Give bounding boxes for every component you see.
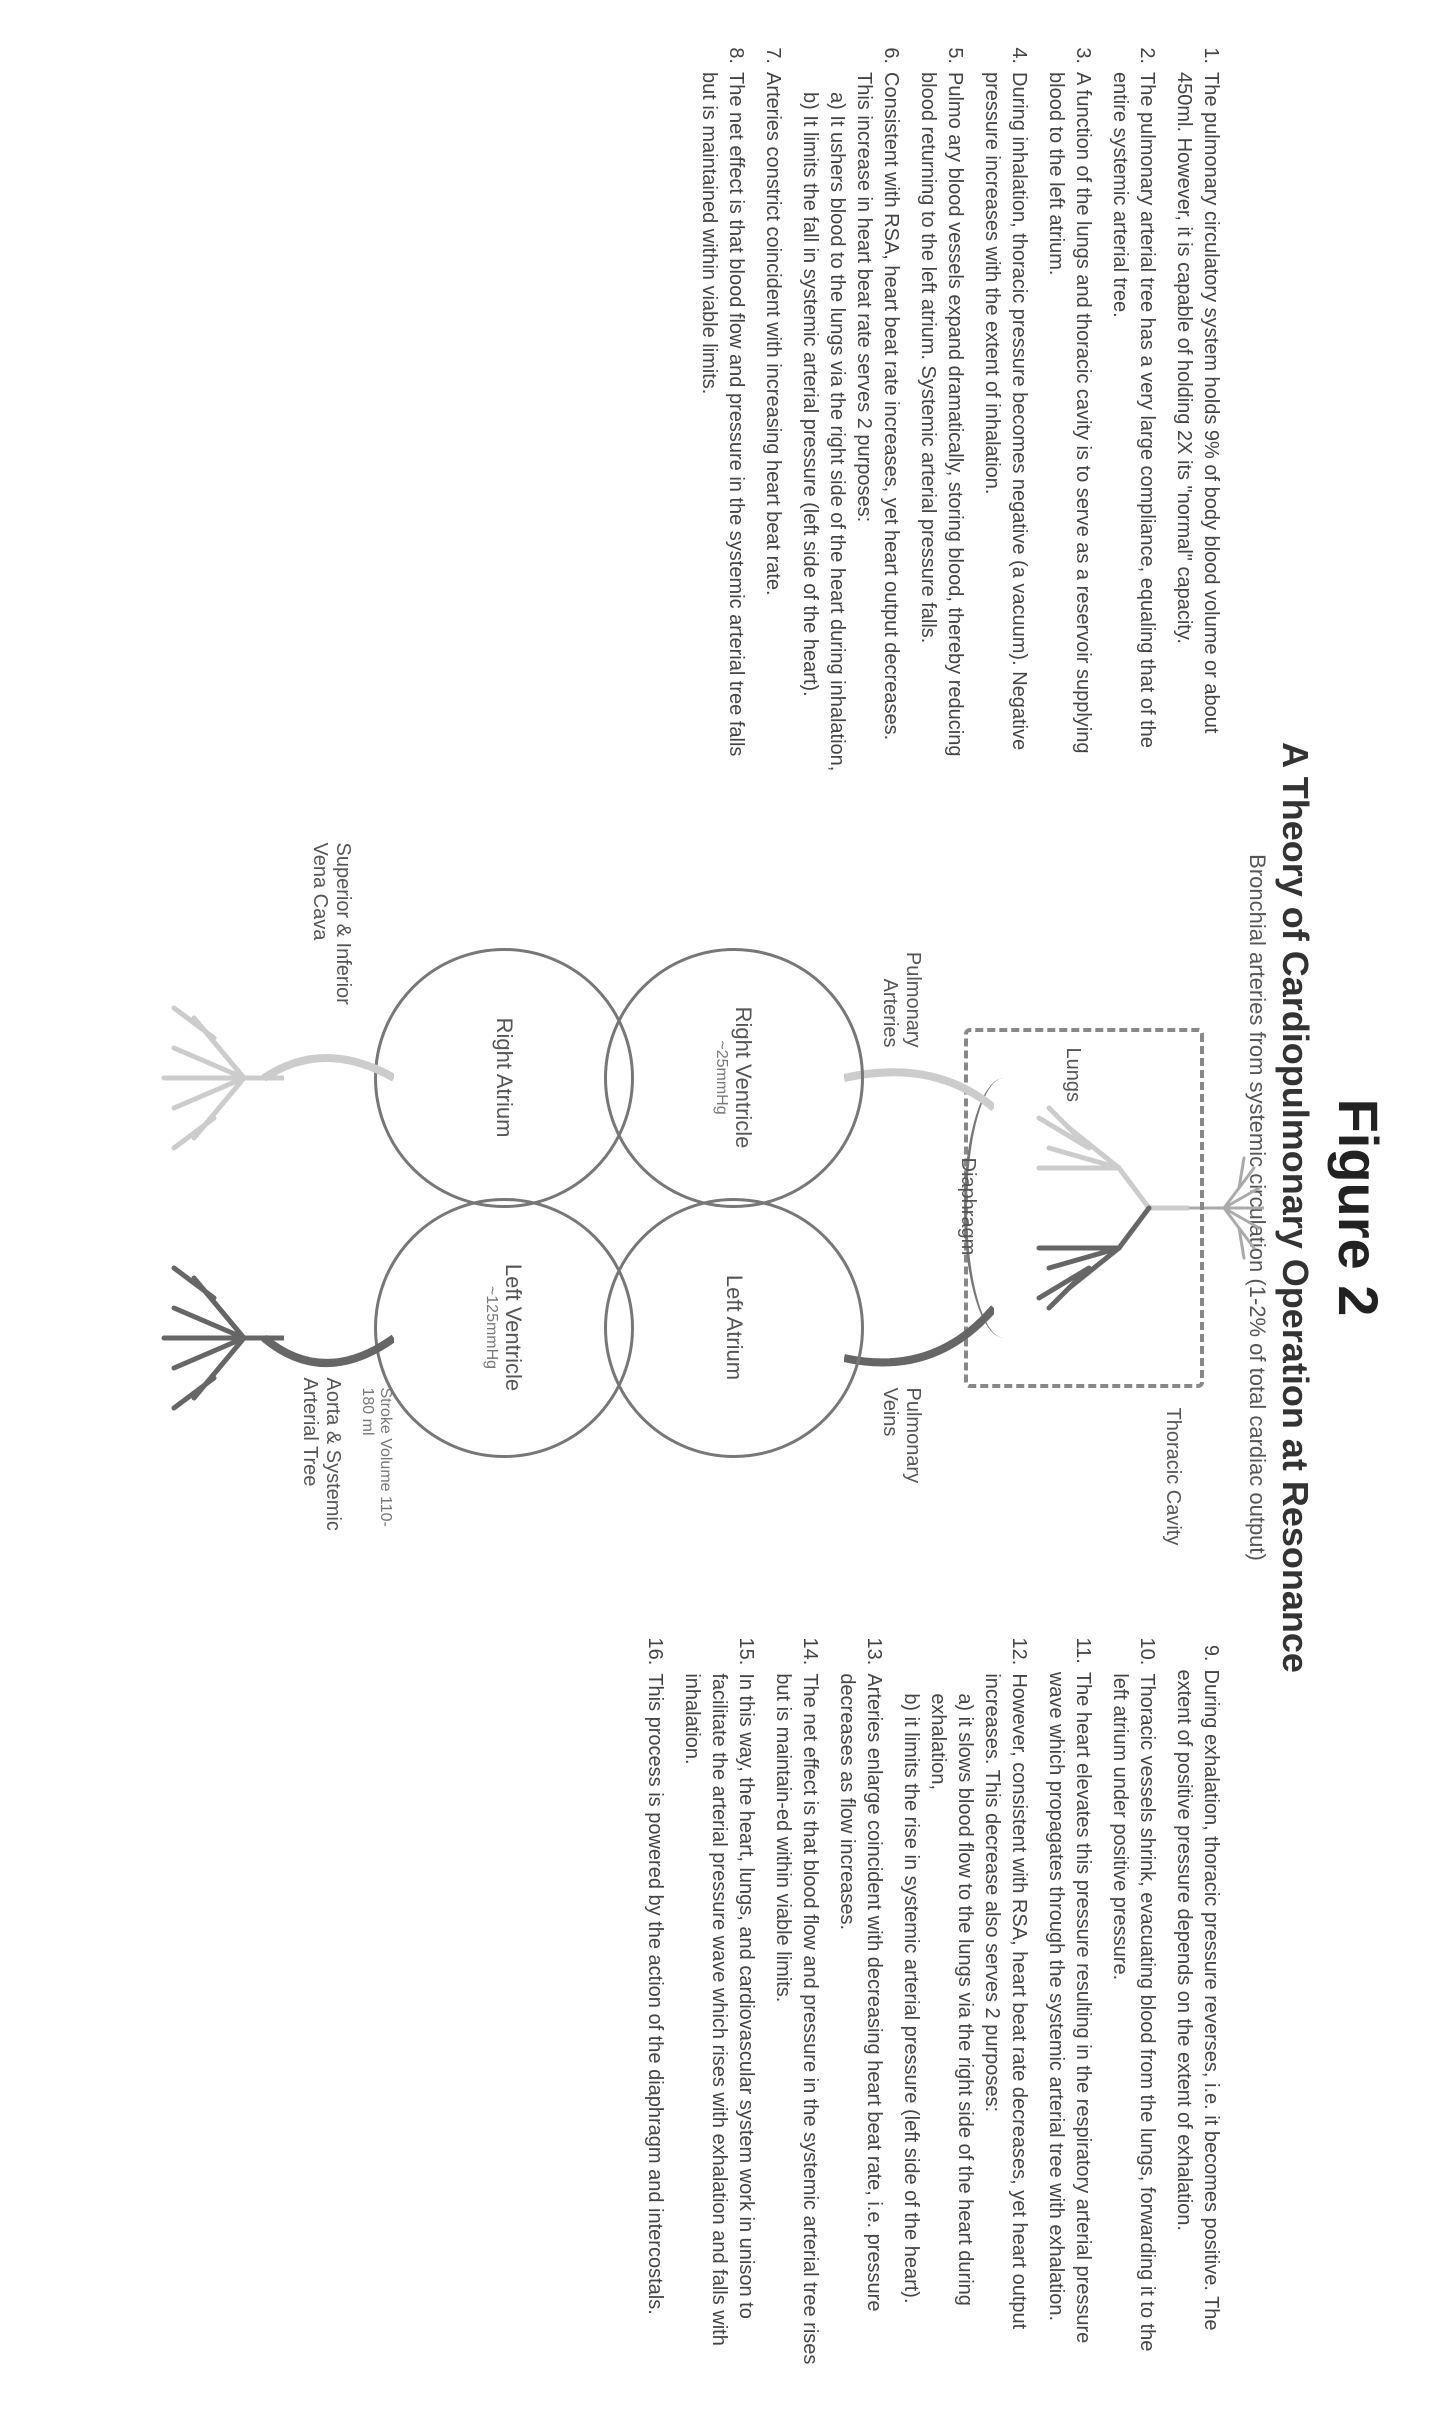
list-item: 4.During inhalation, thoracic pressure b… bbox=[978, 40, 1032, 778]
item-text: In this way, the heart, lungs, and cardi… bbox=[678, 1673, 759, 2375]
item-number: 1. bbox=[1170, 40, 1224, 72]
left-ventricle-circle: Left Ventricle ~125mmHg bbox=[374, 1198, 634, 1458]
item-text: Arteries enlarge coincident with decreas… bbox=[833, 1673, 887, 2375]
figure-number: Figure 2 bbox=[1326, 40, 1391, 2375]
list-item: 10.Thoracic vessels shrink, evacuating b… bbox=[1106, 1638, 1160, 2376]
item-text: The pulmonary circulatory system holds 9… bbox=[1170, 72, 1224, 778]
lungs-label: Lungs bbox=[1061, 1048, 1084, 1103]
item-number: 16. bbox=[641, 1638, 668, 1674]
item-text: Thoracic vessels shrink, evacuating bloo… bbox=[1106, 1673, 1160, 2375]
left-atrium-label: Left Atrium bbox=[721, 1275, 747, 1380]
item-number: 6. bbox=[796, 40, 904, 72]
item-text: This process is powered by the action of… bbox=[641, 1673, 668, 2375]
pulmonary-arteries-label: Pulmonary Arteries bbox=[878, 898, 924, 1048]
item-text: During exhalation, thoracic pressure rev… bbox=[1170, 1670, 1224, 2376]
list-item: 3.A function of the lungs and thoracic c… bbox=[1042, 40, 1096, 778]
item-number: 3. bbox=[1042, 40, 1096, 72]
vena-cava-label: Superior & Inferior Vena Cava bbox=[308, 843, 354, 1043]
lungs-branching-icon bbox=[999, 1068, 1189, 1348]
right-text-column: 9.During exhalation, thoracic pressure r… bbox=[124, 1638, 1224, 2376]
cardiopulmonary-diagram: Lungs Thoracic Cavity Diaphragm Pulmonar… bbox=[124, 798, 1224, 1618]
item-number: 10. bbox=[1106, 1638, 1160, 1674]
item-text: Consistent with RSA, heart beat rate inc… bbox=[796, 72, 904, 778]
item-text: During inhalation, thoracic pressure bec… bbox=[978, 72, 1032, 778]
right-atrium-circle: Right Atrium bbox=[374, 948, 634, 1208]
item-number: 2. bbox=[1106, 40, 1160, 72]
list-item: 14.The net effect is that blood flow and… bbox=[769, 1638, 823, 2376]
item-number: 11. bbox=[1042, 1638, 1096, 1672]
pulmonary-artery-line-icon bbox=[844, 1048, 994, 1168]
right-atrium-label: Right Atrium bbox=[491, 1018, 517, 1138]
item-number: 15. bbox=[678, 1638, 759, 1674]
left-ventricle-pressure: ~125mmHg bbox=[482, 1286, 500, 1369]
item-text: However, consistent with RSA, heart beat… bbox=[897, 1673, 1032, 2375]
item-text: Arteries constrict coincident with incre… bbox=[759, 72, 786, 778]
list-item: 13.Arteries enlarge coincident with decr… bbox=[833, 1638, 887, 2376]
right-ventricle-circle: Right Ventricle ~25mmHg bbox=[604, 948, 864, 1208]
item-number: 13. bbox=[833, 1638, 887, 1674]
left-ventricle-label: Left Ventricle bbox=[500, 1264, 526, 1391]
item-text: Pulmo ary blood vessels expand dramatica… bbox=[914, 72, 968, 778]
stroke-volume-label: Stroke Volume 110-180 ml bbox=[358, 1388, 394, 1548]
item-subtext: a) It ushers blood to the lungs via the … bbox=[823, 72, 850, 778]
venous-tree-icon bbox=[144, 978, 284, 1178]
list-item: 8.The net effect is that blood flow and … bbox=[695, 40, 749, 778]
item-text: The pulmonary arterial tree has a very l… bbox=[1106, 72, 1160, 778]
item-number: 7. bbox=[759, 40, 786, 72]
right-ventricle-label: Right Ventricle bbox=[730, 1007, 756, 1149]
item-number: 12. bbox=[897, 1638, 1032, 1674]
left-text-column: 1.The pulmonary circulatory system holds… bbox=[124, 40, 1224, 778]
diaphragm-label: Diaphragm bbox=[956, 1158, 979, 1256]
list-item: 2.The pulmonary arterial tree has a very… bbox=[1106, 40, 1160, 778]
item-number: 9. bbox=[1170, 1638, 1224, 1670]
list-item: 7.Arteries constrict coincident with inc… bbox=[759, 40, 786, 778]
pulmonary-veins-label: Pulmonary Veins bbox=[878, 1388, 924, 1538]
list-item: 6.Consistent with RSA, heart beat rate i… bbox=[796, 40, 904, 778]
list-item: 15.In this way, the heart, lungs, and ca… bbox=[678, 1638, 759, 2376]
list-item: 1.The pulmonary circulatory system holds… bbox=[1170, 40, 1224, 778]
item-subtext: a) it slows blood flow to the lungs via … bbox=[924, 1673, 978, 2375]
right-ventricle-pressure: ~25mmHg bbox=[712, 1040, 730, 1114]
left-atrium-circle: Left Atrium bbox=[604, 1198, 864, 1458]
list-item: 9.During exhalation, thoracic pressure r… bbox=[1170, 1638, 1224, 2376]
list-item: 5.Pulmo ary blood vessels expand dramati… bbox=[914, 40, 968, 778]
arterial-tree-icon bbox=[144, 1238, 284, 1438]
list-item: 12.However, consistent with RSA, heart b… bbox=[897, 1638, 1032, 2376]
item-number: 14. bbox=[769, 1638, 823, 1674]
item-subtext: b) It limits the fall in systemic arteri… bbox=[796, 72, 823, 778]
list-item: 16.This process is powered by the action… bbox=[641, 1638, 668, 2376]
thoracic-cavity-label: Thoracic Cavity bbox=[1161, 1408, 1184, 1546]
item-text: The net effect is that blood flow and pr… bbox=[769, 1673, 823, 2375]
item-text: The heart elevates this pressure resulti… bbox=[1042, 1672, 1096, 2375]
item-number: 5. bbox=[914, 40, 968, 72]
item-text: The net effect is that blood flow and pr… bbox=[695, 72, 749, 778]
page-title: A Theory of Cardiopulmonary Operation at… bbox=[1274, 40, 1316, 2375]
aorta-label: Aorta & Systemic Arterial Tree bbox=[298, 1378, 344, 1578]
list-item: 11.The heart elevates this pressure resu… bbox=[1042, 1638, 1096, 2376]
item-number: 4. bbox=[978, 40, 1032, 72]
pulmonary-vein-line-icon bbox=[844, 1268, 994, 1388]
item-text: A function of the lungs and thoracic cav… bbox=[1042, 72, 1096, 778]
item-number: 8. bbox=[695, 40, 749, 72]
content-row: 1.The pulmonary circulatory system holds… bbox=[124, 40, 1224, 2375]
item-subtext: b) it limits the rise in systemic arteri… bbox=[897, 1673, 924, 2375]
